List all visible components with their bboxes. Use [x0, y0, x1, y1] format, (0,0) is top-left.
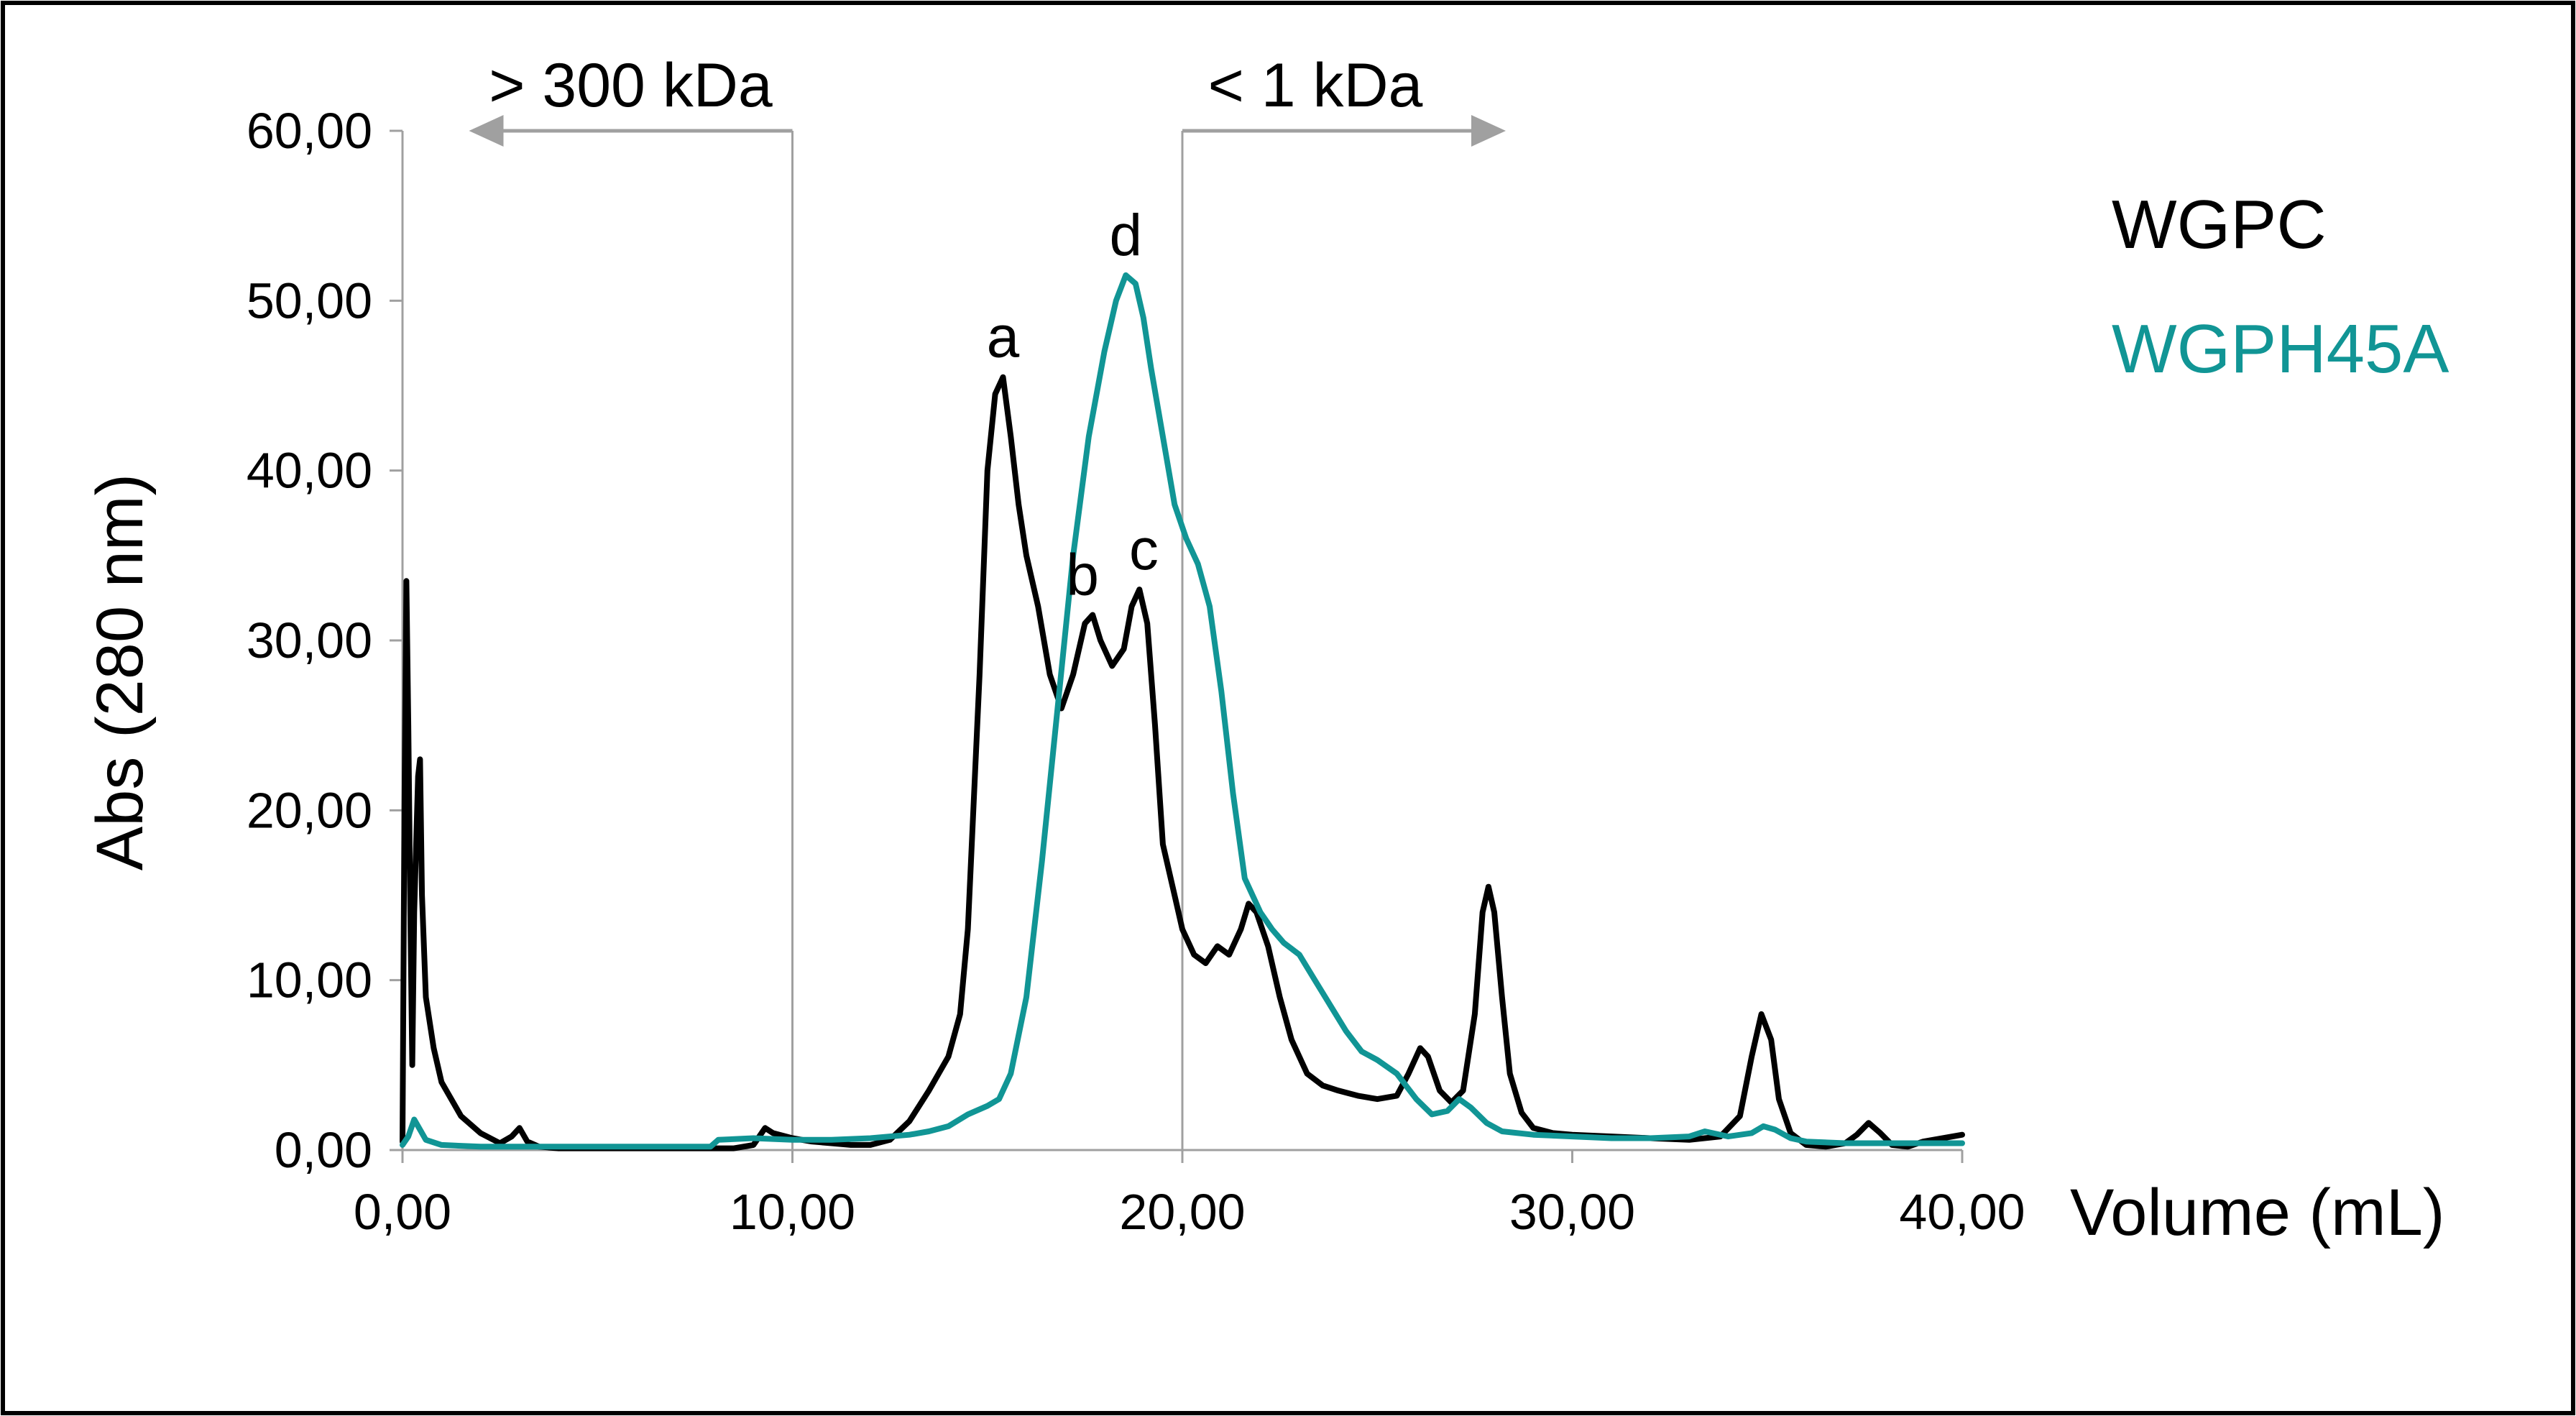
x-tick-label: 40,00 [1899, 1184, 2025, 1240]
peak-label-b: b [1066, 543, 1099, 608]
guides-layer [469, 115, 1506, 1150]
labels-layer: > 300 kDa < 1 kDa a b c d [489, 51, 1422, 608]
x-tick-label: 30,00 [1509, 1184, 1635, 1240]
y-tick-label: 60,00 [247, 103, 372, 159]
y-tick-label: 40,00 [247, 443, 372, 499]
peak-label-a: a [987, 305, 1020, 370]
y-tick-label: 20,00 [247, 782, 372, 838]
legend: WGPC WGPH45A [2112, 186, 2449, 387]
range-arrowhead [469, 115, 504, 147]
legend-item-wgph45a: WGPH45A [2112, 311, 2449, 387]
range-label: > 300 kDa [489, 51, 773, 120]
range-label: < 1 kDa [1208, 51, 1423, 120]
legend-item-wgpc: WGPC [2112, 186, 2327, 263]
series-line-wgph45a [400, 272, 1965, 1150]
y-axis-title: Abs (280 nm) [83, 474, 157, 870]
peak-label-d: d [1110, 203, 1143, 268]
range-arrowhead [1471, 115, 1506, 147]
x-axis-title: Volume (mL) [2070, 1176, 2445, 1249]
series-layer [400, 272, 1965, 1151]
y-tick-label: 0,00 [275, 1122, 372, 1178]
y-tick-label: 10,00 [247, 952, 372, 1008]
peak-label-c: c [1129, 517, 1159, 582]
x-tick-label: 0,00 [354, 1184, 451, 1240]
y-tick-label: 50,00 [247, 272, 372, 328]
y-tick-label: 30,00 [247, 612, 372, 668]
x-tick-label: 20,00 [1119, 1184, 1245, 1240]
x-tick-label: 10,00 [730, 1184, 855, 1240]
